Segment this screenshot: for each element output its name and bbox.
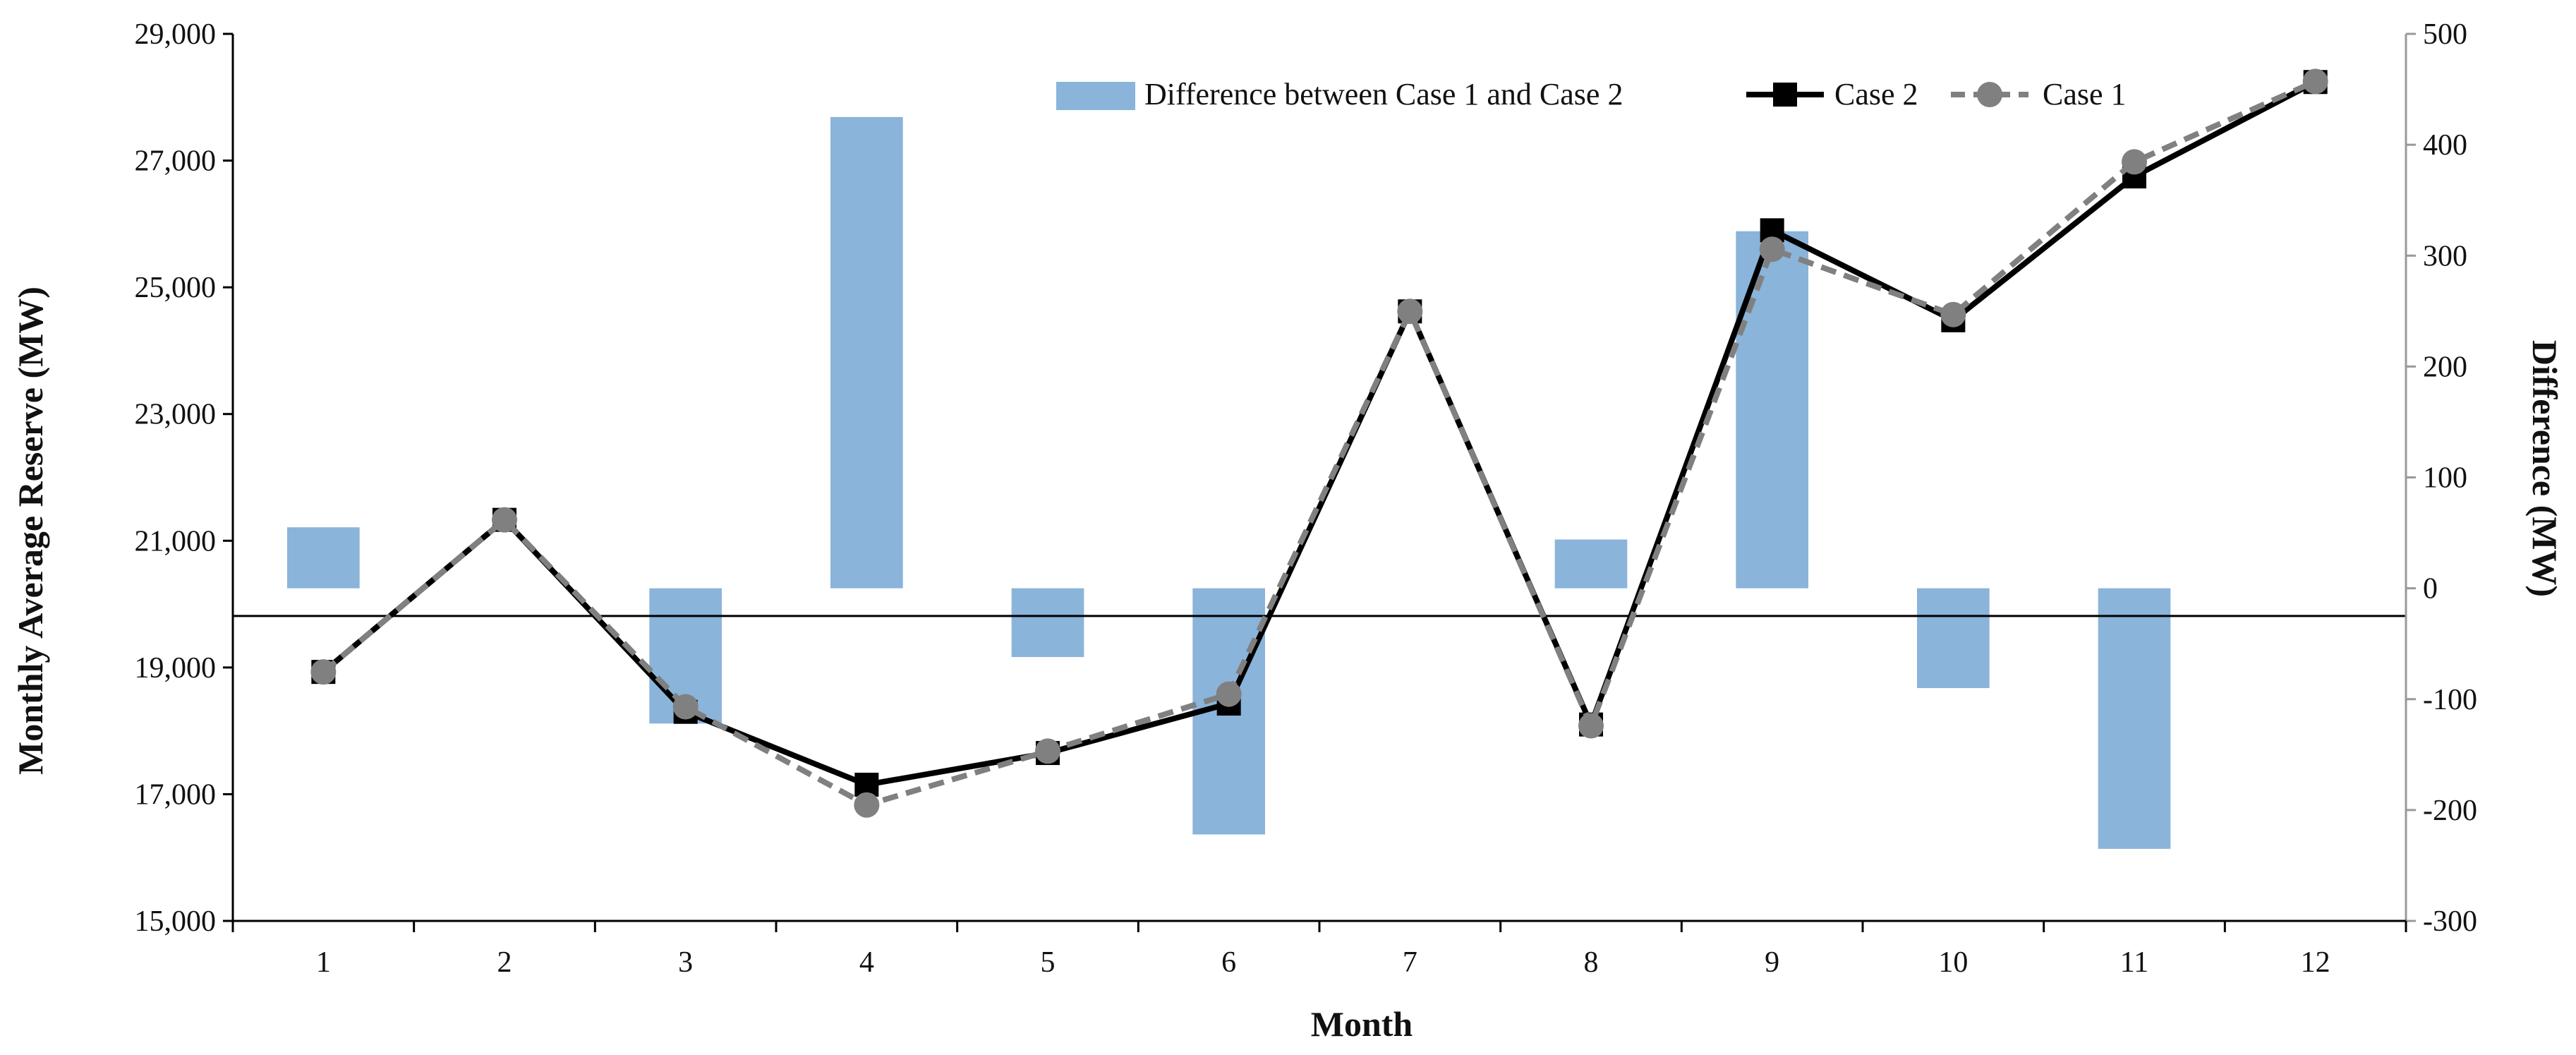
difference-bar [1554, 539, 1628, 589]
line-series [310, 68, 2328, 818]
x-axis-title: Month [1311, 1004, 1413, 1044]
x-tick-label: 6 [1221, 946, 1236, 979]
left-tick-label: 27,000 [135, 145, 217, 178]
legend-marker-case-2 [1773, 83, 1797, 107]
case-1-marker [1035, 738, 1060, 764]
right-tick-label: 0 [2423, 573, 2438, 605]
case-1-marker [672, 694, 699, 720]
case-1-marker [1578, 713, 1604, 739]
left-axis-title: Monthly Average Reserve (MW) [11, 287, 50, 775]
left-tick-label: 15,000 [135, 905, 217, 938]
case-1-marker [1216, 681, 1242, 707]
x-tick-label: 10 [1938, 946, 1968, 979]
legend-marker-case-1 [1977, 82, 2002, 107]
case-1-marker [2122, 149, 2147, 175]
right-tick-label: -300 [2423, 905, 2477, 938]
x-tick-label: 7 [1403, 946, 1417, 979]
difference-bar [1011, 588, 1084, 658]
left-tick-label: 25,000 [135, 272, 217, 304]
difference-bar [830, 116, 903, 589]
case-1-marker [854, 792, 880, 818]
left-tick-label: 17,000 [135, 778, 217, 811]
left-tick-label: 23,000 [135, 399, 217, 431]
case-1-marker [1940, 301, 1966, 327]
case-2-line [321, 79, 2317, 788]
right-tick-label: 500 [2423, 18, 2467, 51]
x-tick-label: 5 [1041, 946, 1056, 979]
x-tick-label: 9 [1765, 946, 1779, 979]
x-tick-label: 12 [2301, 946, 2330, 979]
case-1-line [321, 78, 2317, 808]
right-tick-label: -200 [2423, 795, 2477, 827]
case-1-marker [1759, 236, 1785, 263]
x-tick-label: 3 [678, 946, 693, 979]
right-axis-title: Difference (MW) [2525, 340, 2565, 597]
x-tick-label: 2 [497, 946, 512, 979]
case-1-marker [310, 659, 337, 685]
case-1-marker [492, 507, 517, 533]
legend-label-case-2: Case 2 [1834, 77, 1918, 111]
x-tick-label: 1 [316, 946, 331, 979]
legend: Difference between Case 1 and Case 2 Cas… [1056, 77, 2127, 111]
case-1-marker [2302, 68, 2328, 95]
difference-bars [287, 116, 2171, 849]
legend-label-difference: Difference between Case 1 and Case 2 [1144, 77, 1623, 111]
right-tick-label: 300 [2423, 240, 2467, 272]
axes: 15,000 17,000 19,000 21,000 23,000 25,000 27,0… [135, 18, 2478, 979]
x-tick-label: 11 [2120, 946, 2148, 979]
legend-label-case-1: Case 1 [2043, 77, 2127, 111]
difference-bar [287, 527, 360, 589]
right-tick-label: 400 [2423, 129, 2467, 162]
difference-bar [1736, 231, 1808, 589]
left-tick-label: 29,000 [135, 18, 217, 51]
right-tick-label: -100 [2423, 684, 2477, 716]
x-tick-label: 8 [1584, 946, 1599, 979]
legend-swatch-difference [1056, 82, 1135, 110]
difference-bar [2098, 588, 2171, 849]
x-tick-label: 4 [859, 946, 874, 979]
left-tick-label: 19,000 [135, 652, 217, 685]
difference-bar [1917, 588, 1990, 689]
case-1-marker [1397, 299, 1423, 325]
right-tick-label: 100 [2423, 462, 2467, 495]
left-tick-label: 21,000 [135, 525, 217, 557]
right-tick-label: 200 [2423, 351, 2467, 383]
